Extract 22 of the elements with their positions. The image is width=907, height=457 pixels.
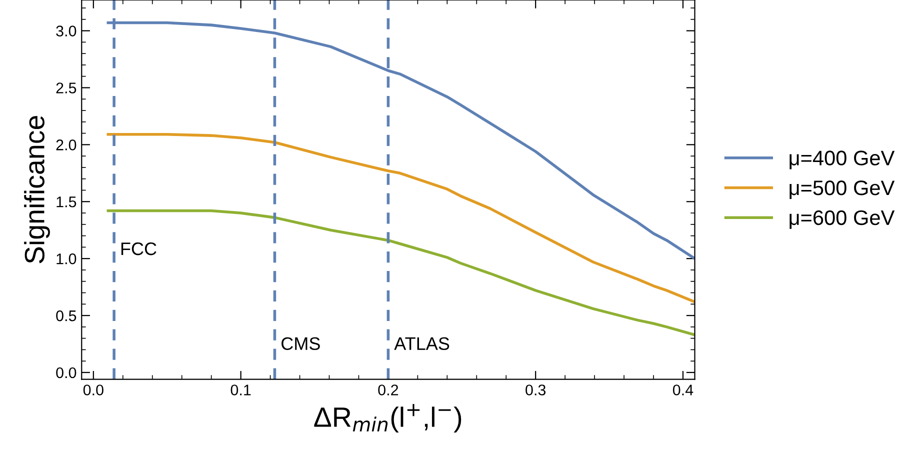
line-series [106,133,695,304]
x-tick-label: 0.3 [526,384,546,396]
legend-label: μ=400 GeV [790,150,895,170]
ref-line-label: ATLAS [394,337,450,350]
y-tick-label: 2.0 [56,140,76,150]
y-tick-label: 2.5 [56,82,76,94]
x-tick-label: 0.2 [378,384,398,396]
x-axis-title: ΔR$_{min}$(l$^{+}$,l$^{−}$) [314,404,462,433]
legend-label: μ=600 GeV [790,210,895,229]
x-tick-label: 0.1 [230,384,251,396]
ref-line-label: FCC [121,242,156,256]
y-tick-label: 0.5 [56,310,76,322]
y-axis-title: Significance [24,116,50,264]
y-tick-label: 1.5 [56,196,76,208]
y-tick-label: 0.0 [56,367,76,378]
x-tick-label: 0.4 [672,384,694,396]
line-series [106,209,695,336]
legend-label: μ=500 GeV [790,180,895,200]
y-tick-label: 1.0 [56,253,76,264]
ref-line-label: CMS [282,337,320,350]
y-tick-label: 3.0 [56,26,76,36]
x-tick-label: 0.0 [83,384,104,396]
